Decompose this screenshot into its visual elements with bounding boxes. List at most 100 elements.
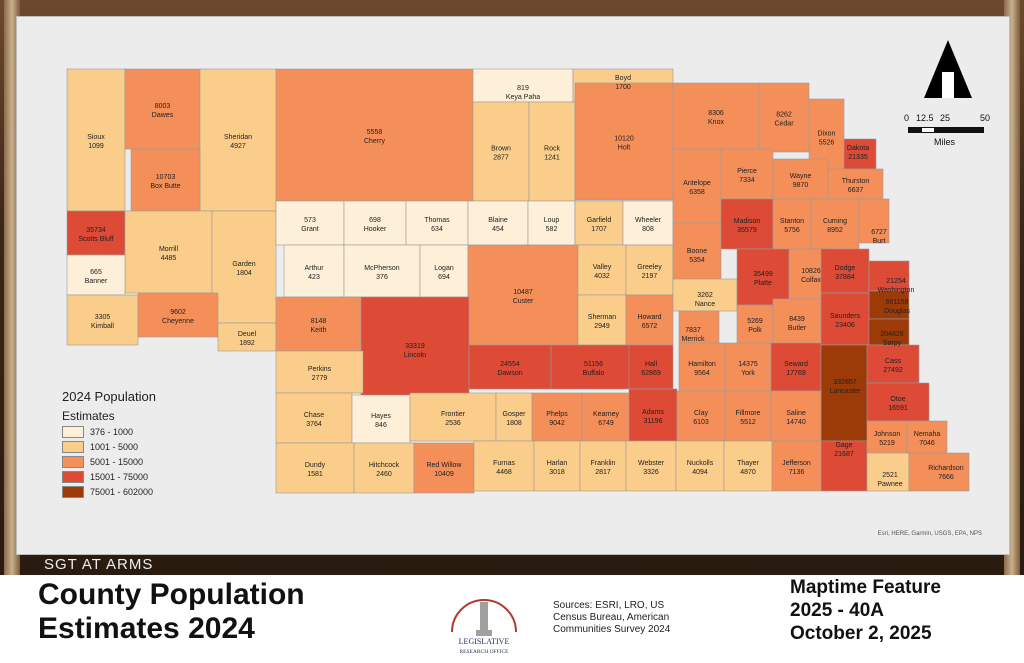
county-richardson[interactable] <box>908 452 970 492</box>
county-name-label: Saline <box>786 410 806 417</box>
county-douglas[interactable] <box>868 290 910 320</box>
county-blaine[interactable] <box>467 200 529 246</box>
county-banner[interactable] <box>66 254 126 296</box>
county-thurston[interactable] <box>827 168 884 200</box>
county-cass[interactable] <box>866 344 920 384</box>
county-name-label: Seward <box>784 361 808 368</box>
county-nance[interactable] <box>672 278 738 312</box>
county-rock[interactable] <box>528 101 576 202</box>
county-pawnee[interactable] <box>866 452 910 492</box>
county-dawson[interactable] <box>468 344 552 390</box>
county-kimball[interactable] <box>66 294 139 346</box>
county-seward[interactable] <box>770 342 822 392</box>
county-logan[interactable] <box>419 244 469 298</box>
county-york[interactable] <box>724 342 772 392</box>
county-greeley[interactable] <box>625 244 674 296</box>
county-population-label: Nance <box>695 301 715 308</box>
county-buffalo[interactable] <box>550 344 637 390</box>
county-hooker[interactable] <box>343 200 407 246</box>
county-mcpherson[interactable] <box>343 244 421 298</box>
county-loup[interactable] <box>527 200 576 246</box>
county-cuming[interactable] <box>810 198 860 250</box>
county-red-willow[interactable] <box>413 442 475 494</box>
county-dakota[interactable] <box>843 138 877 170</box>
scale-tick: 0 <box>904 113 910 123</box>
county-population-label: Burt <box>873 238 886 245</box>
county-franklin[interactable] <box>579 440 627 492</box>
county-sherman[interactable] <box>577 294 627 346</box>
county-population-label: Kimball <box>91 323 114 330</box>
county-adams[interactable] <box>628 388 678 442</box>
county-burt[interactable] <box>858 198 890 244</box>
county-thayer[interactable] <box>723 440 773 492</box>
county-knox[interactable] <box>672 82 760 150</box>
county-name-label: Morrill <box>159 246 178 253</box>
county-thomas[interactable] <box>405 200 469 246</box>
county-keya-paha[interactable] <box>472 68 574 103</box>
county-sioux[interactable] <box>66 68 126 212</box>
scale-segment <box>921 127 935 133</box>
county-dundy[interactable] <box>275 442 355 494</box>
county-pierce[interactable] <box>720 148 774 200</box>
county-dawes[interactable] <box>124 68 201 150</box>
county-jefferson[interactable] <box>771 440 822 492</box>
county-garden[interactable] <box>211 210 277 324</box>
county-population-label: Platte <box>754 280 772 287</box>
county-polk[interactable] <box>736 304 774 344</box>
county-cheyenne[interactable] <box>137 292 219 338</box>
county-population-label: Cheyenne <box>162 318 194 325</box>
county-cedar[interactable] <box>758 82 810 153</box>
county-name-label: Dundy <box>305 462 326 469</box>
county-antelope[interactable] <box>672 148 722 224</box>
county-madison[interactable] <box>720 198 774 250</box>
county-arthur[interactable] <box>283 244 345 298</box>
county-population-label: 2460 <box>376 471 392 478</box>
county-population-label: 694 <box>438 274 450 281</box>
county-keith[interactable] <box>275 296 362 352</box>
county-chase[interactable] <box>275 392 353 444</box>
county-name-label: 204828 <box>880 331 903 338</box>
scale-unit: Miles <box>934 137 956 147</box>
county-butler[interactable] <box>772 298 822 346</box>
county-harlan[interactable] <box>533 440 581 492</box>
county-lincoln[interactable] <box>360 296 470 402</box>
county-lancaster[interactable] <box>820 344 870 442</box>
county-scotts-bluff[interactable] <box>66 210 126 256</box>
county-population-label: Washington <box>878 287 915 294</box>
county-hitchcock[interactable] <box>353 442 415 494</box>
county-name-label: 35734 <box>86 227 106 234</box>
county-garfield[interactable] <box>574 200 624 246</box>
county-name-label: 8262 <box>776 112 792 119</box>
county-hamilton[interactable] <box>678 342 726 392</box>
county-map[interactable]: Sioux 1099 8003 Dawes Sheridan 4927 5558 Cherry… <box>17 17 1009 554</box>
county-population-label: 1241 <box>544 155 560 162</box>
county-howard[interactable] <box>625 294 674 346</box>
county-boone[interactable] <box>672 222 722 286</box>
county-name-label: Sheridan <box>224 134 252 141</box>
county-hall[interactable] <box>628 344 674 390</box>
legend-swatch <box>62 471 84 483</box>
county-name-label: 24554 <box>500 361 520 368</box>
county-saline[interactable] <box>770 390 822 442</box>
county-brown[interactable] <box>472 101 530 202</box>
county-merrick[interactable] <box>678 310 720 344</box>
county-dodge[interactable] <box>820 248 870 294</box>
county-johnson[interactable] <box>866 420 908 454</box>
map-panel[interactable]: Sioux 1099 8003 Dawes Sheridan 4927 5558 Cherry… <box>16 16 1010 555</box>
county-perkins[interactable] <box>275 350 364 394</box>
county-otoe[interactable] <box>866 382 930 422</box>
county-name-label: Arthur <box>304 265 324 272</box>
county-population-label: 17769 <box>786 370 806 377</box>
county-population-label: 7334 <box>739 177 755 184</box>
county-name-label: Thayer <box>737 460 759 467</box>
county-name-label: Fillmore <box>736 410 761 417</box>
county-holt[interactable] <box>574 82 674 201</box>
county-sheridan[interactable] <box>199 68 277 212</box>
county-morrill[interactable] <box>124 210 213 294</box>
county-frontier[interactable] <box>409 392 497 442</box>
county-saunders[interactable] <box>820 292 870 346</box>
county-webster[interactable] <box>625 440 677 492</box>
county-name-label: Johnson <box>874 431 901 438</box>
county-population-label: York <box>741 370 755 377</box>
county-valley[interactable] <box>577 244 627 296</box>
